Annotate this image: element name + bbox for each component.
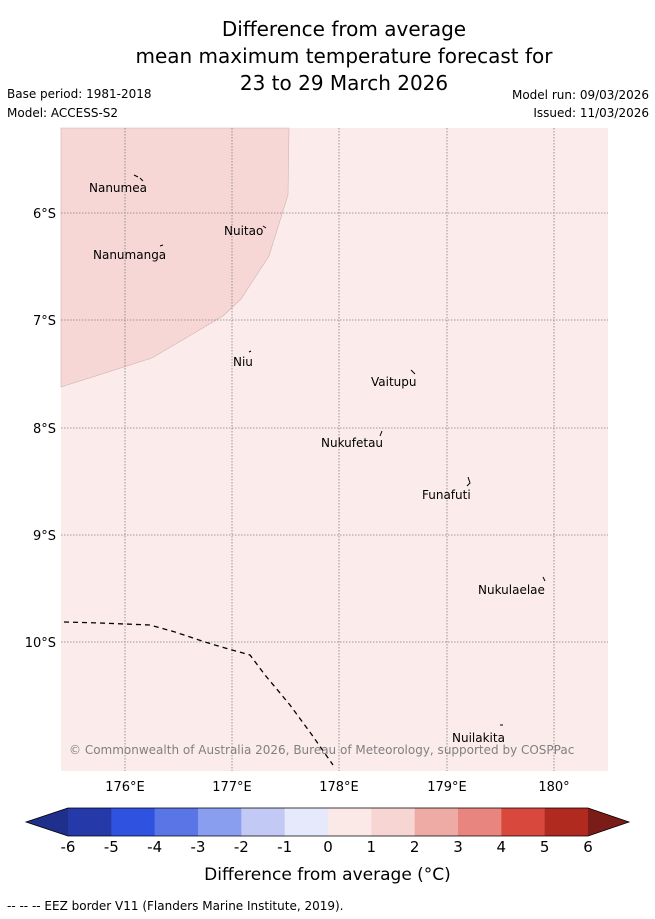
colorbar-tick-label: 4 (496, 838, 507, 856)
island-nuitao-shape (262, 225, 267, 229)
forecast-map: Nanumea Nuitao Nanumanga Niu Vaitupu Nuk… (24, 127, 631, 837)
colorbar-tick-label: -5 (103, 838, 119, 856)
colorbar-tick-label: 6 (583, 838, 593, 856)
colorbar-segment (501, 808, 546, 836)
graticule (61, 128, 608, 771)
colorbar-segment (414, 808, 459, 836)
colorbar-tick-label: 0 (323, 838, 333, 856)
lat-label-8s: 8°S (33, 422, 56, 437)
eez-legend-note: -- -- -- EEZ border V11 (Flanders Marine… (7, 899, 344, 913)
lon-label-180: 180° (538, 780, 569, 795)
lon-label-179e: 179°E (427, 780, 467, 795)
place-nanumanga: Nanumanga (93, 248, 166, 262)
colorbar-segment (68, 808, 112, 836)
colorbar-tick-label: -4 (147, 838, 163, 856)
colorbar-segment (371, 808, 416, 836)
place-vaitupu: Vaitupu (371, 375, 417, 389)
lon-label-176e: 176°E (105, 780, 145, 795)
colorbar-segment (458, 808, 502, 836)
colorbar-tick-label: 3 (453, 838, 463, 856)
place-niu: Niu (233, 355, 253, 369)
colorbar-over-arrow (588, 808, 629, 836)
lat-label-10s: 10°S (25, 636, 56, 651)
base-period: Base period: 1981-2018 (7, 87, 152, 101)
place-nanumea: Nanumea (89, 181, 147, 195)
colorbar-tick-label: 2 (409, 838, 420, 856)
island-nukufetau-shape (379, 430, 383, 437)
lon-label-177e: 177°E (212, 780, 252, 795)
title-line-1: Difference from average (221, 17, 467, 41)
island-funafuti-shape (466, 476, 471, 487)
colorbar-segment (154, 808, 199, 836)
islands (133, 174, 546, 726)
colorbar-tick-label: 1 (366, 838, 377, 856)
colorbar-tick-label: -1 (277, 838, 293, 856)
island-vaitupu-shape (410, 369, 416, 375)
copyright-notice: © Commonwealth of Australia 2026, Bureau… (69, 743, 574, 757)
lon-label-178e: 178°E (319, 780, 359, 795)
lat-label-9s: 9°S (33, 529, 56, 544)
colorbar-segment (111, 808, 156, 836)
colorbar-tick-label: 5 (539, 838, 550, 856)
colorbar-segment (544, 808, 589, 836)
model-name: Model: ACCESS-S2 (7, 106, 119, 120)
place-nuilakita: Nuilakita (452, 731, 505, 745)
colorbar-label: Difference from average (°C) (204, 865, 451, 885)
title-line-2: mean maximum temperature forecast for (135, 44, 553, 68)
colorbar-outline (24, 807, 631, 837)
island-nanumea-shape (133, 174, 144, 182)
colorbar-segment (241, 808, 286, 836)
place-nuitao: Nuitao (224, 224, 263, 238)
place-nukufetau: Nukufetau (321, 436, 383, 450)
colorbar-segment (328, 808, 372, 836)
lat-label-7s: 7°S (33, 314, 56, 329)
colorbar-tick-label: -6 (60, 838, 76, 856)
model-run: Model run: 09/03/2026 (511, 88, 649, 102)
chart-title: Difference from average mean maximum tem… (0, 16, 655, 97)
colorbar-under-arrow (26, 808, 68, 836)
lat-label-6s: 6°S (33, 207, 56, 222)
colorbar-segment (284, 808, 329, 836)
island-niu-shape (248, 350, 252, 353)
colorbar-tick-label: -3 (190, 838, 206, 856)
place-nukulaelae: Nukulaelae (478, 583, 545, 597)
island-nukulaelae-shape (542, 576, 546, 582)
colorbar-segment (198, 808, 242, 836)
issued-date: Issued: 11/03/2026 (533, 106, 649, 120)
colorbar-tick-label: -2 (233, 838, 249, 856)
title-line-3: 23 to 29 March 2026 (239, 71, 449, 95)
place-funafuti: Funafuti (422, 488, 471, 502)
eez-border (63, 621, 334, 766)
colorbar (24, 807, 631, 837)
anomaly-zone-1-to-2 (60, 127, 290, 388)
island-nanumanga-shape (159, 244, 164, 247)
